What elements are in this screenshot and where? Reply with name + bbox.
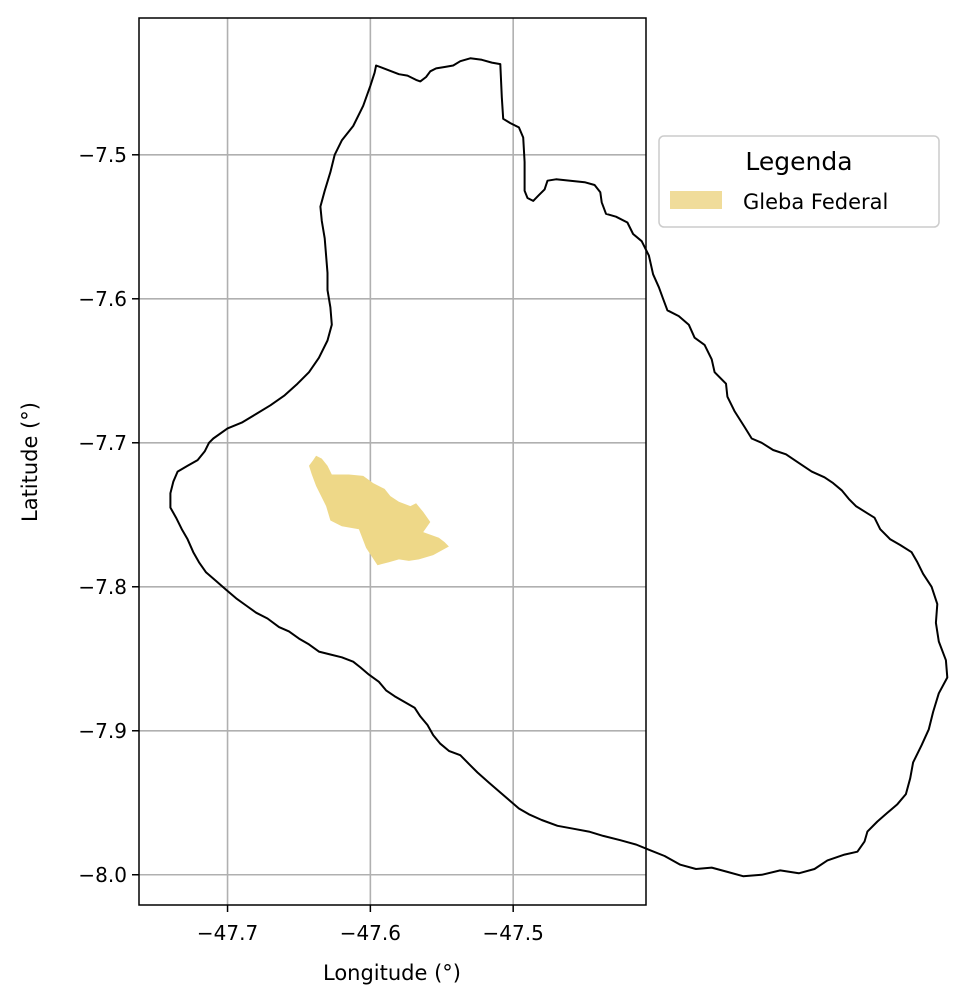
y-tick-label: −7.5 bbox=[78, 143, 127, 167]
y-tick-label: −7.8 bbox=[78, 575, 127, 599]
y-tick-label: −8.0 bbox=[78, 863, 127, 887]
gleba-federal-polygon bbox=[309, 455, 449, 566]
x-tick-label: −47.5 bbox=[483, 921, 544, 945]
municipality-boundary bbox=[169, 57, 949, 878]
x-axis-label: Longitude (°) bbox=[323, 961, 461, 985]
legend-swatch-gleba-federal bbox=[670, 191, 722, 209]
y-tick-label: −7.7 bbox=[78, 431, 127, 455]
map-plot-area: −47.7 −47.6 −47.5 −7.5 −7.6 −7.7 −7.8 −7.9 −8.0 bbox=[78, 17, 949, 945]
x-tick-label: −47.7 bbox=[197, 921, 258, 945]
legend-box bbox=[658, 135, 940, 228]
y-tick-label: −7.6 bbox=[78, 287, 127, 311]
y-axis-label: Latitude (°) bbox=[18, 402, 42, 522]
legend: Legenda Gleba Federal bbox=[658, 135, 940, 228]
legend-label-gleba-federal: Gleba Federal bbox=[743, 190, 888, 214]
y-axis-ticks: −7.5 −7.6 −7.7 −7.8 −7.9 −8.0 bbox=[78, 143, 139, 887]
plot-frame bbox=[138, 17, 647, 906]
plot-background bbox=[139, 18, 646, 905]
x-tick-label: −47.6 bbox=[340, 921, 401, 945]
x-axis-ticks: −47.7 −47.6 −47.5 bbox=[197, 905, 544, 945]
legend-title: Legenda bbox=[745, 147, 852, 176]
grid-lines bbox=[139, 18, 646, 905]
y-tick-label: −7.9 bbox=[78, 719, 127, 743]
